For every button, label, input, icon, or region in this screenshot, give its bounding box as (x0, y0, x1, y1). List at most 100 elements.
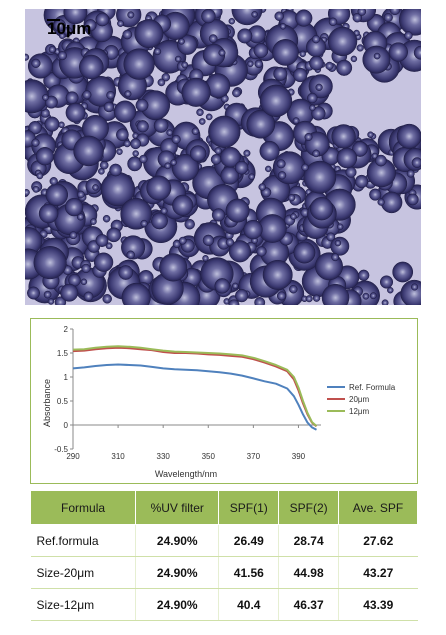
sphere-particle (411, 157, 421, 168)
sphere-particle (411, 283, 419, 291)
sphere-particle (357, 9, 367, 16)
sphere-particle (139, 154, 148, 164)
sphere-particle (196, 108, 204, 117)
sphere-particle (170, 159, 177, 166)
sphere-particle (164, 162, 172, 170)
table-row: Size-20μm 24.90% 41.56 44.98 43.27 (30, 556, 418, 589)
sphere-particle (246, 109, 276, 139)
sphere-particle (159, 253, 188, 282)
sphere-particle (369, 292, 377, 300)
series-line (72, 345, 318, 427)
sphere-particle (44, 116, 60, 132)
sphere-particle (336, 59, 353, 76)
sphere-particle (38, 203, 59, 224)
x-tick-label: 330 (157, 452, 171, 461)
sphere-particle (383, 12, 393, 23)
sphere-particle (95, 12, 110, 27)
table-row: Ref.formula 24.90% 26.49 28.74 27.62 (30, 524, 418, 557)
sphere-particle (248, 173, 255, 180)
sphere-particle (42, 94, 49, 101)
sphere-particle (362, 292, 370, 300)
sphere-particle (181, 61, 189, 69)
x-tick-label: 390 (292, 452, 306, 461)
sphere-particle (375, 154, 387, 167)
sphere-particle (123, 48, 155, 80)
sphere-particle (106, 227, 122, 243)
table-header-row: Formula %UV filter SPF(1) SPF(2) Ave. SP… (29, 490, 418, 525)
header-uv-filter: %UV filter (135, 490, 220, 525)
cell-ave-spf: 43.27 (338, 556, 418, 589)
sphere-particle (93, 252, 114, 272)
sphere-particle (202, 234, 215, 246)
sphere-particle (311, 35, 321, 44)
sphere-particle (305, 295, 313, 303)
sphere-particle (214, 147, 222, 155)
sphere-particle (127, 11, 135, 19)
sphere-particle (123, 139, 131, 148)
sphere-particle (413, 45, 421, 60)
sphere-particle (205, 113, 213, 121)
sphere-particle (254, 297, 266, 305)
sphere-particle (181, 77, 211, 107)
sphere-particle (253, 43, 269, 58)
sphere-particle (325, 61, 334, 71)
sphere-particle (65, 91, 79, 105)
y-tick-label: 0.5 (57, 397, 69, 406)
sphere-particle (102, 294, 112, 304)
sphere-particle (336, 223, 344, 230)
sphere-particle (208, 34, 218, 43)
sphere-particle (172, 194, 194, 216)
cell-formula: Ref.formula (30, 524, 137, 557)
sphere-particle (336, 147, 358, 169)
sphere-particle (232, 282, 239, 290)
sphere-particle (352, 141, 368, 157)
sphere-particle (312, 149, 320, 158)
sphere-particle (109, 163, 122, 177)
sphere-particle (201, 9, 216, 24)
sphere-particle (126, 250, 135, 260)
sphere-particle (228, 240, 251, 263)
sphere-particle (328, 17, 338, 27)
sphere-particle (81, 263, 91, 274)
chart-legend: Ref. Formula 20μm 12μm (327, 383, 396, 416)
sphere-particle (251, 11, 258, 18)
sphere-particle (45, 183, 69, 207)
sphere-particle (247, 60, 254, 68)
sphere-particle (32, 185, 40, 193)
sphere-particle (265, 165, 272, 173)
sphere-particle (398, 9, 421, 36)
sphere-particle (43, 290, 52, 299)
sphere-particle (80, 278, 88, 286)
cell-spf1: 41.56 (218, 556, 280, 589)
sphere-particle (124, 90, 132, 98)
sphere-particle (178, 38, 185, 45)
sphere-particle (151, 212, 168, 230)
sphere-particle (63, 26, 73, 36)
legend-label: 12μm (349, 407, 370, 416)
sphere-particle (304, 132, 313, 142)
cell-uv-filter: 24.90% (135, 588, 220, 621)
absorbance-chart-svg: Absorbance Wavelength/nm -0.5 0 0.5 1 1.5 2 29… (42, 325, 396, 479)
sphere-particle (95, 234, 109, 247)
sphere-particle (392, 261, 414, 283)
sphere-particle (153, 118, 169, 133)
sphere-particle (208, 115, 241, 148)
cell-spf2: 44.98 (278, 556, 340, 589)
sphere-particle (234, 160, 249, 175)
sphere-particle (389, 9, 401, 16)
sphere-particle (36, 172, 44, 180)
sphere-particle (358, 269, 370, 281)
sphere-particle (243, 149, 251, 157)
cell-spf1: 26.49 (218, 524, 280, 557)
x-tick-label: 370 (247, 452, 261, 461)
x-tick-label: 310 (111, 452, 125, 461)
y-tick-label: 0 (64, 421, 69, 430)
sphere-particle (301, 163, 309, 172)
sphere-particle (210, 154, 222, 165)
sphere-particle (381, 299, 389, 305)
sphere-particle (132, 150, 139, 157)
sphere-particle (218, 49, 226, 57)
sphere-particle (60, 283, 79, 302)
cell-spf2: 46.37 (278, 588, 340, 621)
sphere-particle (228, 299, 240, 305)
